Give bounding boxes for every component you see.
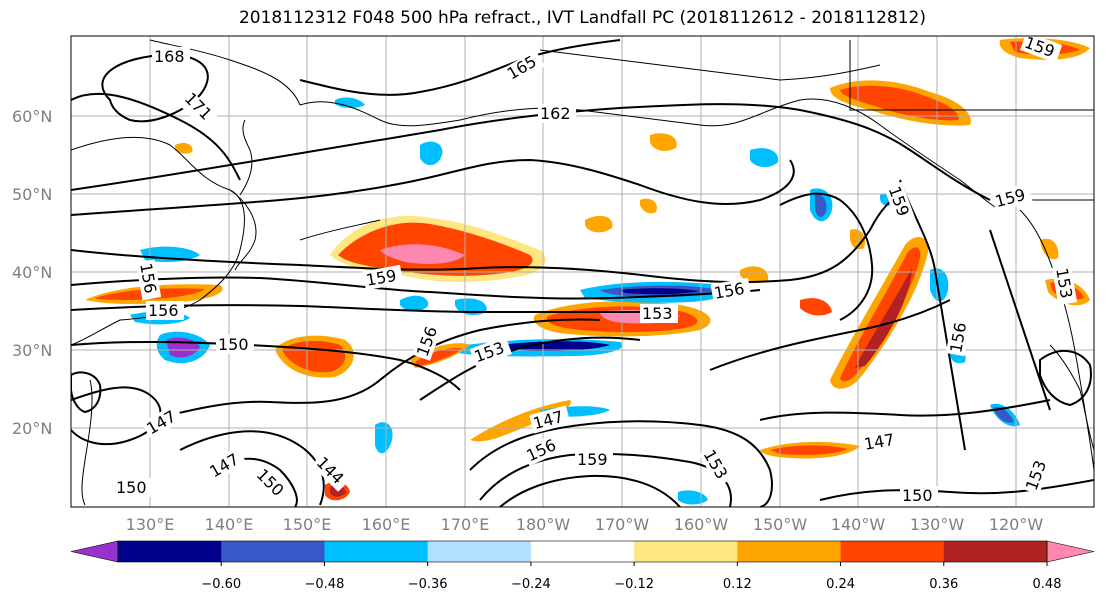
colorbar-segment bbox=[427, 541, 532, 562]
colorbar-segment bbox=[943, 541, 1048, 562]
contour-label: 153 bbox=[642, 304, 673, 323]
colorbar-tick-label: −0.48 bbox=[305, 577, 345, 592]
contour-label: 168 bbox=[154, 47, 185, 66]
lon-label: 180°W bbox=[516, 515, 571, 534]
colorbar-tick-label: −0.36 bbox=[408, 577, 448, 592]
lat-label: 20°N bbox=[12, 419, 52, 438]
lon-label: 170°W bbox=[595, 515, 650, 534]
contour-label: 162 bbox=[540, 104, 571, 123]
colorbar-tick-label: −0.12 bbox=[614, 577, 654, 592]
colorbar-segment bbox=[118, 541, 222, 562]
lat-label: 30°N bbox=[12, 341, 52, 360]
colorbar-tick-label: 0.36 bbox=[929, 577, 958, 592]
lon-label: 140°E bbox=[205, 515, 254, 534]
colorbar-segment bbox=[840, 541, 945, 562]
latitude-labels: 60°N 50°N 40°N 30°N 20°N bbox=[12, 107, 52, 438]
colorbar-extend-high bbox=[1046, 540, 1095, 563]
lon-label: 140°W bbox=[831, 515, 886, 534]
contour-label: 156 bbox=[148, 301, 179, 320]
colorbar-frame bbox=[117, 540, 1048, 563]
map-frame bbox=[70, 35, 1095, 508]
refractivity-contours bbox=[71, 39, 1094, 507]
colorbar-tick-label: −0.24 bbox=[511, 577, 551, 592]
lon-label: 130°W bbox=[910, 515, 965, 534]
colorbar-segment bbox=[530, 541, 635, 562]
colorbar-segment bbox=[737, 541, 842, 562]
coastlines bbox=[71, 39, 1094, 506]
lat-label: 50°N bbox=[12, 185, 52, 204]
contour-label: 150 bbox=[116, 478, 147, 497]
map-title: 2018112312 F048 500 hPa refract., IVT La… bbox=[238, 8, 926, 28]
lon-label: 160°E bbox=[362, 515, 411, 534]
longitude-labels: 130°E 140°E 150°E 160°E 170°E 180°W 170°… bbox=[126, 515, 1044, 534]
colorbar-extend-low bbox=[70, 540, 119, 563]
colorbar: −0.60 −0.48 −0.36 −0.24 −0.12 0.12 0.24 0.36 0.4… bbox=[70, 540, 1095, 592]
colorbar-tick-label: −0.60 bbox=[201, 577, 241, 592]
colorbar-segment bbox=[634, 541, 738, 562]
lon-label: 150°E bbox=[283, 515, 332, 534]
lon-label: 160°W bbox=[674, 515, 729, 534]
contour-label: 150 bbox=[902, 486, 933, 505]
colorbar-tick-label: 0.24 bbox=[826, 577, 855, 592]
contour-label: 159 bbox=[577, 450, 608, 469]
lat-label: 60°N bbox=[12, 107, 52, 126]
lat-label: 40°N bbox=[12, 263, 52, 282]
colorbar-segment bbox=[221, 541, 325, 562]
lon-label: 130°E bbox=[126, 515, 175, 534]
lon-label: 170°E bbox=[441, 515, 490, 534]
colorbar-segment bbox=[324, 541, 429, 562]
contour-label: 150 bbox=[218, 335, 249, 354]
lon-label: 150°W bbox=[753, 515, 808, 534]
map-area: 168 171 165 162 159 159 156 156 153 153 … bbox=[71, 36, 1094, 507]
colorbar-tick-label: 0.12 bbox=[723, 577, 752, 592]
lon-label: 120°W bbox=[989, 515, 1044, 534]
colorbar-tick-label: 0.48 bbox=[1033, 577, 1062, 592]
